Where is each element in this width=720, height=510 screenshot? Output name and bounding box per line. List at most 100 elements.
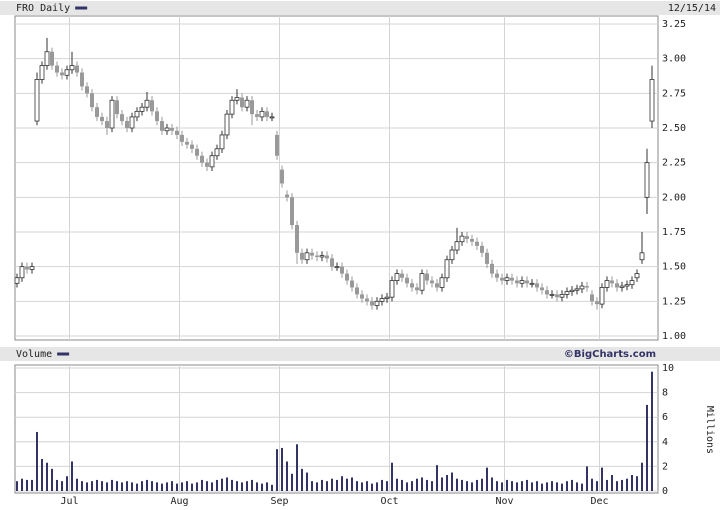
volume-bar [91,481,93,491]
candle-body [634,273,640,279]
candle-body [425,273,429,281]
candle-body [490,263,494,274]
volume-bar [356,481,358,491]
volume-bar [576,482,578,491]
volume-bar [131,482,133,491]
volume-bar [226,477,228,491]
volume-bar [261,483,263,491]
candle-body [255,114,259,117]
candle-body [129,116,135,129]
volume-bar [631,475,633,491]
volume-bar [166,482,168,491]
candle-body [134,110,140,118]
volume-bar [526,479,528,491]
candle-body [649,79,655,122]
volume-bar [291,473,293,491]
volume-bar [141,481,143,491]
candle-body [164,127,170,132]
volume-bar [486,467,488,491]
candle-body [370,301,374,306]
volume-bar [511,481,513,491]
volume-bar [381,479,383,491]
x-tick-label: Sep [270,496,288,507]
volume-header [0,347,720,361]
candle-body [139,106,145,112]
candle-body [275,134,279,156]
volume-bar [211,482,213,491]
y-tick-label: 8 [662,388,668,399]
y-tick-label: 10 [662,363,674,374]
candle-body [265,111,269,117]
volume-bar [121,482,123,491]
volume-bar [556,482,558,491]
volume-bar [441,477,443,491]
volume-bar [401,479,403,491]
volume-bar [186,481,188,491]
volume-bar [466,481,468,491]
volume-bar [46,462,48,491]
candle-body [529,282,535,285]
volume-bar [421,477,423,491]
volume-bar [86,482,88,491]
volume-bar [646,404,648,491]
volume-bar [191,483,193,491]
volume-bar [411,481,413,491]
candle-body [205,162,209,167]
candle-body [39,65,45,80]
volume-bar [361,482,363,491]
volume-bar [151,481,153,491]
volume-title: Volume [16,349,52,360]
candle-body [559,293,565,298]
volume-bar [496,481,498,491]
candle-body [459,235,465,243]
y-tick-label: 3.00 [662,54,686,65]
candle-body [360,294,364,299]
volume-bar [451,472,453,491]
candle-body [14,277,20,284]
candle-body [50,51,54,66]
volume-bar [96,479,98,491]
candle-body [615,283,619,288]
candle-body [60,72,64,76]
volume-bar [566,481,568,491]
y-tick-label: 2.00 [662,192,686,203]
candle-body [545,290,549,295]
volume-bar [406,482,408,491]
candle-body [200,155,204,163]
candle-body [439,277,445,288]
candle-body [325,255,329,259]
candle-body [500,277,504,281]
x-tick-label: Oct [380,496,398,507]
volume-bar [471,482,473,491]
volume-bar [256,482,258,491]
candle-body [25,266,29,270]
volume-bar [416,478,418,491]
volume-bar [296,444,298,491]
volume-bar [301,468,303,491]
candle-body [170,128,174,131]
y-tick-label: 2 [662,461,668,472]
volume-bar [31,479,33,491]
candle-body [69,65,75,71]
candle-body [629,280,635,286]
volume-bar [551,481,553,491]
volume-bar [56,479,58,491]
volume-bar [221,478,223,491]
candle-body [419,273,425,291]
candle-body [410,283,414,288]
candle-body [185,141,189,145]
candle-body [540,287,544,291]
candle-body [340,266,344,274]
candle-body [29,266,35,270]
volume-bar [326,481,328,491]
candle-body [280,169,284,184]
y-tick-label: 1.50 [662,262,686,273]
volume-bar [306,472,308,491]
volume-bar [561,483,563,491]
volume-bar [16,481,18,491]
candle-body [465,236,469,239]
y-tick-label: 6 [662,412,668,423]
source: ©BigCharts.com [564,349,656,360]
candle-body [510,277,514,281]
